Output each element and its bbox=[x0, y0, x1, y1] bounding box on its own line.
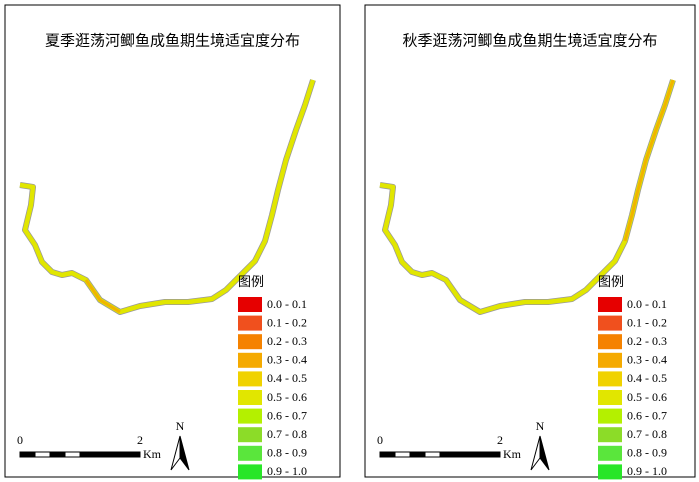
legend-label: 0.8 - 0.9 bbox=[627, 446, 667, 460]
scale-fill bbox=[50, 452, 65, 457]
legend-swatch bbox=[238, 445, 262, 461]
legend-swatch bbox=[238, 390, 262, 405]
legend-label: 0.6 - 0.7 bbox=[627, 408, 667, 422]
north-label: N bbox=[176, 419, 185, 433]
scale-fill bbox=[20, 452, 35, 457]
scale-fill bbox=[424, 451, 441, 458]
legend-label: 0.2 - 0.3 bbox=[267, 334, 307, 348]
legend-title: 图例 bbox=[238, 274, 264, 289]
legend-swatch bbox=[238, 352, 262, 368]
scale-unit: Km bbox=[143, 447, 162, 461]
river-segment bbox=[623, 79, 675, 242]
map-title: 秋季逛荡河鲫鱼成鱼期生境适宜度分布 bbox=[402, 31, 657, 49]
legend-swatch bbox=[238, 408, 262, 424]
legend-label: 0.7 - 0.8 bbox=[627, 427, 667, 441]
scale-fill bbox=[410, 452, 425, 457]
scale-fill bbox=[34, 451, 51, 458]
legend-label: 0.0 - 0.1 bbox=[627, 297, 667, 311]
legend-label: 0.9 - 1.0 bbox=[267, 464, 307, 478]
legend-swatch bbox=[598, 390, 622, 405]
legend-swatch bbox=[238, 315, 262, 331]
legend-swatch bbox=[598, 371, 622, 387]
panel-frame bbox=[364, 4, 696, 478]
legend-swatch bbox=[238, 464, 262, 480]
scale-fill bbox=[440, 452, 500, 457]
legend-label: 0.0 - 0.1 bbox=[267, 297, 307, 311]
legend-label: 0.1 - 0.2 bbox=[627, 315, 667, 329]
legend-swatch bbox=[598, 334, 622, 350]
north-arrow bbox=[539, 435, 550, 471]
scale-start: 0 bbox=[17, 433, 23, 447]
scale-unit: Km bbox=[503, 447, 522, 461]
north-arrow bbox=[179, 435, 190, 471]
legend-label: 0.1 - 0.2 bbox=[267, 315, 307, 329]
panel-frame bbox=[4, 4, 341, 478]
scale-fill bbox=[394, 451, 411, 458]
legend-label: 0.5 - 0.6 bbox=[627, 390, 667, 404]
map-title: 夏季逛荡河鲫鱼成鱼期生境适宜度分布 bbox=[45, 31, 300, 49]
legend-label: 0.4 - 0.5 bbox=[267, 371, 307, 385]
legend-label: 0.7 - 0.8 bbox=[267, 427, 307, 441]
legend-swatch bbox=[598, 315, 622, 331]
legend-swatch bbox=[598, 297, 622, 312]
scale-start: 0 bbox=[377, 433, 383, 447]
scale-end: 2 bbox=[137, 433, 143, 447]
river bbox=[19, 79, 316, 315]
legend-label: 0.6 - 0.7 bbox=[267, 408, 307, 422]
legend-swatch bbox=[598, 464, 622, 480]
legend-label: 0.9 - 1.0 bbox=[627, 464, 667, 478]
legend-label: 0.5 - 0.6 bbox=[267, 390, 307, 404]
scale-fill bbox=[64, 451, 81, 458]
legend-swatch bbox=[598, 445, 622, 461]
legend-label: 0.2 - 0.3 bbox=[627, 334, 667, 348]
legend-swatch bbox=[238, 334, 262, 350]
scale-fill bbox=[80, 452, 140, 457]
legend-swatch bbox=[238, 297, 262, 312]
north-label: N bbox=[536, 419, 545, 433]
legend-label: 0.3 - 0.4 bbox=[267, 353, 307, 367]
legend-swatch bbox=[598, 408, 622, 424]
legend-swatch bbox=[598, 427, 622, 443]
legend-title: 图例 bbox=[598, 274, 624, 289]
scale-fill bbox=[380, 452, 395, 457]
legend-swatch bbox=[238, 371, 262, 387]
legend-swatch bbox=[598, 352, 622, 368]
scale-end: 2 bbox=[497, 433, 503, 447]
legend-swatch bbox=[238, 427, 262, 443]
legend-label: 0.8 - 0.9 bbox=[267, 446, 307, 460]
legend-label: 0.3 - 0.4 bbox=[627, 353, 667, 367]
legend-label: 0.4 - 0.5 bbox=[627, 371, 667, 385]
river-segment bbox=[84, 279, 121, 314]
